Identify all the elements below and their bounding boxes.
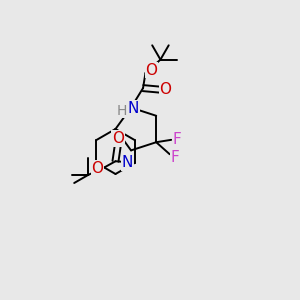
Text: O: O — [92, 161, 104, 176]
Text: O: O — [146, 63, 158, 78]
Text: O: O — [160, 82, 172, 97]
Text: O: O — [112, 131, 124, 146]
Text: N: N — [122, 155, 133, 170]
Text: H: H — [117, 103, 127, 118]
Text: F: F — [172, 132, 181, 147]
Text: N: N — [128, 101, 139, 116]
Text: F: F — [171, 150, 179, 165]
